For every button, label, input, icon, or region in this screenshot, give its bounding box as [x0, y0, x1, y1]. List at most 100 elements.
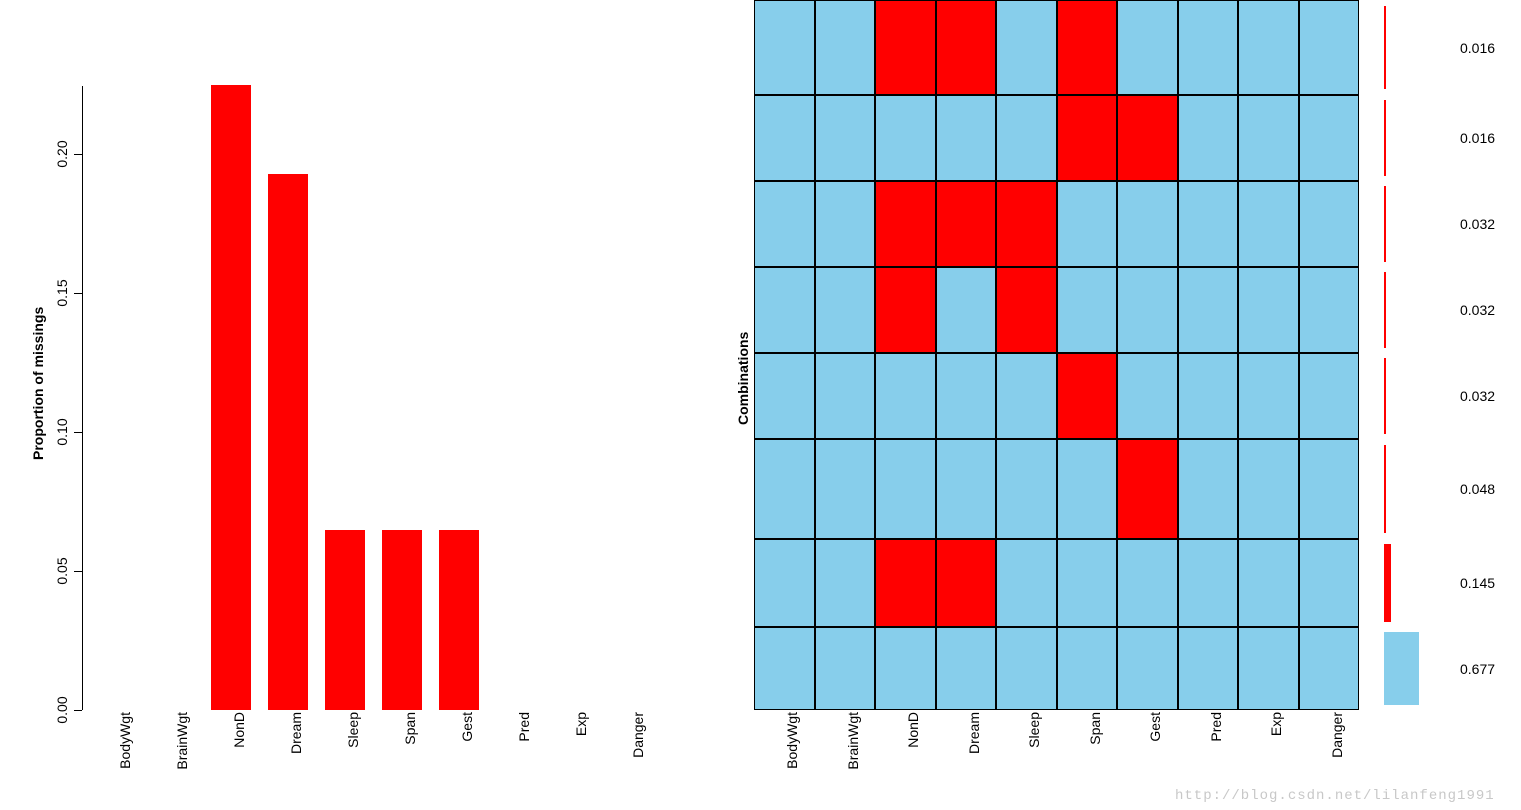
heatmap-xlabel: Gest — [1147, 712, 1163, 810]
heatmap-cell — [936, 181, 997, 267]
heatmap-cell — [1057, 539, 1118, 627]
heatmap-cell — [996, 439, 1057, 539]
heatmap-cell — [1238, 0, 1299, 95]
heatmap-cell — [1299, 95, 1360, 181]
heatmap-cell — [1178, 627, 1239, 710]
bar-chart-ytick — [74, 154, 82, 155]
bar-chart-ytick-label: 0.15 — [54, 273, 70, 313]
bar — [325, 530, 365, 710]
heatmap-cell — [754, 267, 815, 353]
heatmap-cell — [1238, 353, 1299, 439]
heatmap-sidestrip-cell — [1384, 358, 1386, 434]
heatmap-cell — [875, 95, 936, 181]
heatmap-xlabel: Sleep — [1026, 712, 1042, 810]
heatmap-cell — [1117, 267, 1178, 353]
heatmap-cell — [996, 95, 1057, 181]
heatmap-cell — [815, 627, 876, 710]
bar-chart-xlabel: BrainWgt — [174, 712, 190, 810]
heatmap-cell — [1178, 353, 1239, 439]
heatmap-cell — [815, 0, 876, 95]
heatmap-cell — [1178, 0, 1239, 95]
heatmap-cell — [936, 439, 997, 539]
heatmap-cell — [875, 439, 936, 539]
heatmap-cell — [936, 267, 997, 353]
bar — [439, 530, 479, 710]
heatmap-cell — [996, 0, 1057, 95]
heatmap-cell — [875, 181, 936, 267]
heatmap-cell — [1238, 439, 1299, 539]
heatmap-cell — [1299, 0, 1360, 95]
bar-chart-xlabel: NonD — [231, 712, 247, 810]
heatmap-cell — [936, 95, 997, 181]
heatmap-cell — [1057, 95, 1118, 181]
heatmap-cell — [815, 95, 876, 181]
bar-chart-ytick — [74, 710, 82, 711]
heatmap-cell — [996, 539, 1057, 627]
heatmap-cell — [754, 181, 815, 267]
bar-chart-xlabel: Dream — [288, 712, 304, 810]
bar — [268, 174, 308, 710]
heatmap-xlabel: BodyWgt — [784, 712, 800, 810]
heatmap-cell — [815, 353, 876, 439]
heatmap-cell — [754, 539, 815, 627]
heatmap-cell — [1178, 267, 1239, 353]
heatmap-proportion-label: 0.677 — [1460, 661, 1495, 677]
heatmap-cell — [1238, 627, 1299, 710]
heatmap-proportion-label: 0.032 — [1460, 302, 1495, 318]
heatmap-cell — [875, 267, 936, 353]
heatmap-cell — [996, 267, 1057, 353]
bar-chart-xlabel: Danger — [630, 712, 646, 810]
heatmap-cell — [1299, 267, 1360, 353]
heatmap-proportion-label: 0.048 — [1460, 481, 1495, 497]
heatmap-cell — [754, 439, 815, 539]
heatmap-cell — [1178, 95, 1239, 181]
heatmap-cell — [754, 95, 815, 181]
bar-chart-xlabel: Exp — [573, 712, 589, 810]
heatmap-cell — [875, 353, 936, 439]
bar-chart-ytick-label: 0.10 — [54, 412, 70, 452]
heatmap-ylabel: Combinations — [735, 332, 751, 425]
bar-chart-ytick-label: 0.00 — [54, 690, 70, 730]
heatmap-sidestrip-cell — [1384, 544, 1391, 621]
heatmap-cell — [1238, 539, 1299, 627]
bar-chart-ytick — [74, 571, 82, 572]
heatmap-cell — [754, 0, 815, 95]
heatmap-cell — [1178, 181, 1239, 267]
heatmap-xlabel: Span — [1087, 712, 1103, 810]
heatmap-cell — [1178, 439, 1239, 539]
heatmap-cell — [1238, 267, 1299, 353]
heatmap-cell — [1299, 181, 1360, 267]
heatmap-cell — [936, 539, 997, 627]
bar-chart-ytick — [74, 293, 82, 294]
heatmap-cell — [1238, 181, 1299, 267]
heatmap-cell — [815, 267, 876, 353]
watermark-text: http://blog.csdn.net/lilanfeng1991 — [1175, 788, 1495, 804]
heatmap-cell — [815, 181, 876, 267]
heatmap-sidestrip-cell — [1384, 6, 1386, 90]
bar-chart-panel: Proportion of missings 0.00 0.05 0.10 0.15 0… — [0, 0, 710, 810]
heatmap-cell — [754, 627, 815, 710]
heatmap-cell — [1057, 439, 1118, 539]
heatmap-cell — [1299, 627, 1360, 710]
bar — [211, 85, 251, 710]
figure-container: Proportion of missings 0.00 0.05 0.10 0.15 0… — [0, 0, 1521, 810]
heatmap-proportion-label: 0.032 — [1460, 388, 1495, 404]
heatmap-xlabel: Dream — [966, 712, 982, 810]
heatmap-cell — [996, 627, 1057, 710]
bar-chart-xlabel: Gest — [459, 712, 475, 810]
heatmap-sidestrip-cell — [1384, 100, 1386, 176]
heatmap-proportion-label: 0.032 — [1460, 216, 1495, 232]
bar-chart-ytick-label: 0.05 — [54, 551, 70, 591]
heatmap-cell — [1238, 95, 1299, 181]
heatmap-cell — [875, 627, 936, 710]
bar-chart-xlabel: Span — [402, 712, 418, 810]
heatmap-cell — [1117, 353, 1178, 439]
bar-chart-ylabel: Proportion of missings — [30, 307, 46, 460]
heatmap-sidestrip-cell — [1384, 632, 1419, 705]
bar-chart-ytick-label: 0.20 — [54, 134, 70, 174]
heatmap-cell — [815, 439, 876, 539]
heatmap-xlabel: BrainWgt — [845, 712, 861, 810]
heatmap-cell — [1299, 439, 1360, 539]
heatmap-cell — [1178, 539, 1239, 627]
heatmap-xlabel: NonD — [905, 712, 921, 810]
